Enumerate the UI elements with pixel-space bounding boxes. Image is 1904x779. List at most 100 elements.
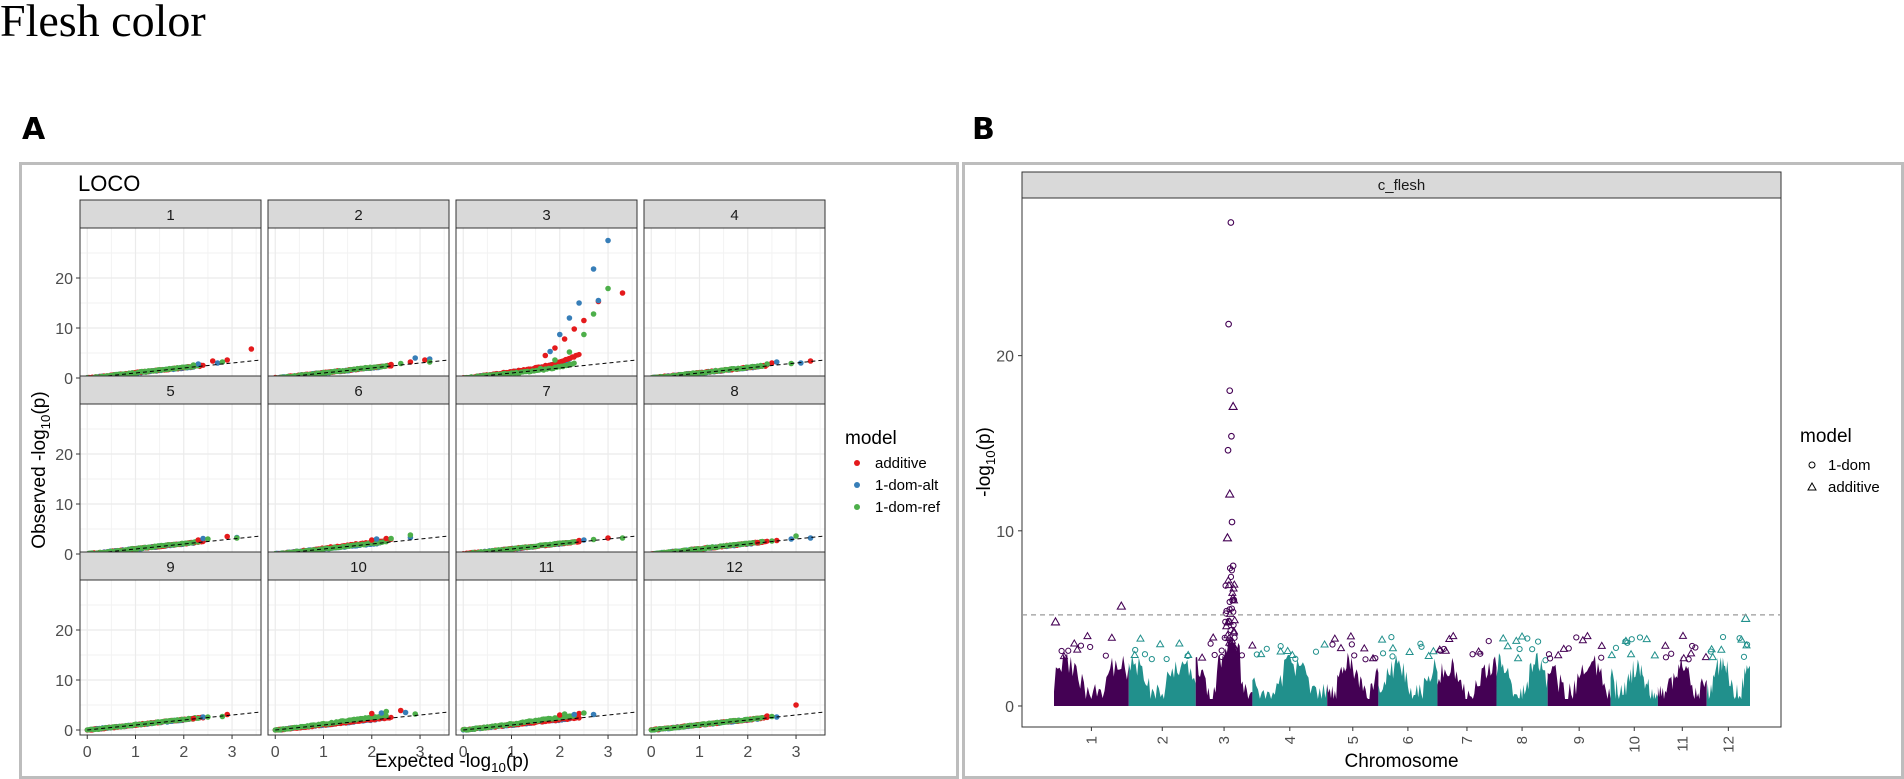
facet-background bbox=[644, 580, 825, 735]
reference-line bbox=[651, 535, 826, 555]
marker-additive bbox=[1553, 650, 1563, 659]
marker-additive bbox=[1276, 646, 1285, 655]
x-tick-label: 1 bbox=[507, 744, 516, 761]
x-tick-label: 5 bbox=[1345, 736, 1362, 744]
data-point bbox=[412, 355, 419, 361]
y-tick-label: 0 bbox=[64, 371, 73, 388]
legend-label: additive bbox=[1828, 479, 1880, 496]
data-point bbox=[566, 315, 573, 321]
y-tick-label: 20 bbox=[55, 271, 73, 288]
marker-1-dom bbox=[1218, 653, 1225, 661]
marker-1-dom bbox=[1417, 640, 1424, 647]
data-point bbox=[571, 360, 577, 366]
data-point bbox=[773, 359, 780, 365]
marker-additive bbox=[1686, 648, 1696, 657]
legend-label: 1-dom-alt bbox=[875, 477, 939, 494]
marker-additive bbox=[1059, 651, 1069, 660]
marker-1-dom bbox=[1740, 653, 1748, 660]
data-point bbox=[619, 290, 626, 296]
x-tick-label: 3 bbox=[416, 744, 425, 761]
marker-1-dom bbox=[1545, 651, 1553, 658]
data-point bbox=[793, 702, 799, 708]
marker-additive bbox=[1607, 650, 1617, 659]
marker-1-dom bbox=[1388, 634, 1395, 641]
data-point bbox=[571, 538, 577, 545]
facet-label: 3 bbox=[542, 207, 550, 224]
y-tick-label: 10 bbox=[55, 497, 73, 514]
data-point bbox=[769, 360, 775, 366]
x-tick-label: 6 bbox=[1400, 736, 1417, 744]
marker-additive bbox=[1429, 646, 1438, 655]
marker-additive bbox=[1229, 626, 1239, 635]
facet-background bbox=[456, 580, 637, 735]
marker-1-dom bbox=[1573, 634, 1580, 641]
marker-additive bbox=[1642, 634, 1652, 643]
legend-swatch bbox=[1807, 481, 1817, 491]
data-point bbox=[807, 358, 814, 364]
marker-1-dom bbox=[1228, 567, 1235, 574]
chromosome-band bbox=[1657, 631, 1711, 706]
marker-1-dom bbox=[1529, 646, 1536, 653]
marker-1-dom bbox=[1362, 656, 1369, 663]
marker-additive bbox=[1320, 639, 1329, 648]
signal-envelope bbox=[1610, 659, 1658, 706]
data-point bbox=[769, 713, 775, 720]
marker-additive bbox=[1737, 635, 1746, 643]
marker-additive bbox=[1359, 643, 1369, 652]
data-point bbox=[793, 533, 799, 539]
qq-facet: 9 0 10 20 0 1 2 3 bbox=[55, 551, 262, 761]
facet-strip bbox=[1021, 171, 1782, 199]
legend-swatch bbox=[854, 460, 860, 466]
marker-1-dom bbox=[1227, 219, 1235, 226]
marker-additive bbox=[1626, 649, 1636, 658]
data-point bbox=[605, 285, 611, 292]
facet-strip bbox=[79, 375, 262, 405]
marker-1-dom bbox=[1312, 648, 1320, 655]
data-point bbox=[224, 357, 231, 363]
x-tick-label: 3 bbox=[792, 744, 801, 761]
facet-background bbox=[80, 580, 261, 735]
data-point bbox=[388, 714, 394, 720]
marker-additive bbox=[1511, 636, 1521, 644]
x-tick-label: 12 bbox=[1720, 736, 1737, 753]
marker-additive bbox=[1448, 631, 1458, 640]
x-tick-label: 11 bbox=[1674, 736, 1691, 752]
qq-facet: 5 0 10 20 bbox=[55, 375, 262, 564]
x-tick-label: 0 bbox=[83, 744, 92, 761]
x-axis-label: Expected -log10(p) bbox=[375, 751, 529, 775]
marker-1-dom bbox=[1087, 643, 1094, 651]
chromosome-band bbox=[1377, 634, 1438, 706]
qq-facet: 3 bbox=[455, 199, 638, 384]
facet-background bbox=[268, 228, 449, 383]
chromosome-band bbox=[1607, 634, 1660, 706]
chromosome-band bbox=[1327, 631, 1379, 706]
reference-line bbox=[275, 535, 450, 555]
x-tick-label: 1 bbox=[1083, 736, 1100, 744]
marker-additive bbox=[1155, 639, 1165, 648]
facet-strip bbox=[455, 375, 638, 405]
facet-strip bbox=[643, 551, 826, 581]
marker-additive bbox=[1435, 645, 1445, 653]
data-point bbox=[619, 535, 626, 541]
qq-facet: 8 bbox=[643, 375, 826, 560]
signal-envelope bbox=[1252, 654, 1328, 706]
y-axis-label: Observed -log10(p) bbox=[29, 391, 53, 548]
marker-additive bbox=[1130, 650, 1140, 658]
x-tick-label: 2 bbox=[179, 744, 188, 761]
marker-1-dom bbox=[1058, 647, 1065, 655]
x-tick-label: 1 bbox=[319, 744, 328, 761]
chromosome-band bbox=[1706, 633, 1751, 706]
marker-1-dom bbox=[1689, 642, 1696, 650]
x-tick-label: 9 bbox=[1571, 736, 1588, 744]
marker-1-dom bbox=[1719, 633, 1727, 641]
marker-additive bbox=[1230, 642, 1239, 651]
facet-label: c_flesh bbox=[1378, 177, 1426, 194]
marker-additive bbox=[1701, 652, 1711, 661]
data-point bbox=[200, 535, 206, 542]
facet-strip bbox=[267, 199, 450, 229]
facet-label: 4 bbox=[730, 207, 738, 224]
marker-additive bbox=[1230, 645, 1240, 653]
data-point bbox=[571, 711, 578, 718]
marker-additive bbox=[1503, 641, 1513, 650]
